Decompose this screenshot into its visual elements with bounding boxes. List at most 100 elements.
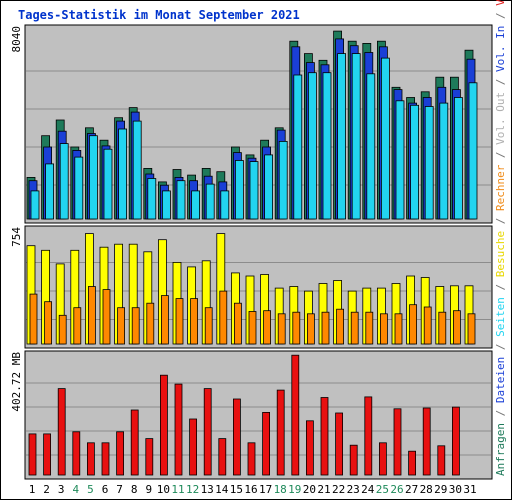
bar-volumen (320, 397, 329, 476)
bar-volumen (43, 433, 51, 476)
bar-volumen (291, 354, 300, 476)
bar-rechner (452, 310, 461, 345)
legend-entry: Besuche (494, 231, 507, 277)
bar-volumen (87, 442, 95, 476)
bar-seiten (249, 161, 259, 220)
bar-volumen (203, 388, 212, 476)
legend-separator: / (494, 72, 507, 92)
bar-rechner (219, 290, 228, 345)
bar-seiten (234, 160, 244, 220)
x-tick-label-day: 4 (72, 483, 79, 496)
bar-seiten (351, 53, 361, 220)
bar-volumen (232, 398, 241, 476)
bar-seiten (439, 102, 449, 220)
x-tick-label-day: 8 (131, 483, 138, 496)
x-tick-label-day: 15 (230, 483, 243, 496)
bar-volumen (262, 411, 271, 476)
x-tick-label-day: 22 (332, 483, 345, 496)
bar-rechner (190, 298, 199, 345)
bar-volumen (101, 442, 110, 476)
x-tick-label-day: 27 (405, 483, 418, 496)
legend-entry: Volumen (494, 0, 507, 6)
x-tick-label-day: 5 (87, 483, 94, 496)
x-tick-label-day: 12 (186, 483, 199, 496)
x-tick-label-day: 9 (145, 483, 152, 496)
bar-rechner (58, 314, 67, 345)
bar-volumen (218, 438, 227, 476)
bar-volumen (116, 431, 124, 476)
legend-separator: / (494, 145, 507, 165)
legend-separator: / (494, 337, 507, 357)
bar-volumen (174, 383, 183, 476)
bar-volumen (422, 407, 431, 476)
x-tick-label-day: 3 (58, 483, 65, 496)
bar-seiten (205, 183, 215, 220)
x-tick-label-day: 28 (420, 483, 433, 496)
bar-seiten (45, 163, 54, 220)
bar-rechner (29, 293, 38, 345)
legend-separator: / (494, 211, 507, 231)
legend-entry: Rechner (494, 164, 507, 211)
bar-seiten (293, 74, 303, 220)
x-tick-label-day: 13 (201, 483, 214, 496)
bar-seiten (191, 190, 201, 220)
bar-rechner (88, 286, 96, 345)
x-tick-label-day: 2 (43, 483, 50, 496)
bar-volumen (451, 406, 460, 476)
bar-volumen (437, 445, 446, 476)
bar-volumen (72, 431, 81, 476)
bar-seiten (161, 190, 171, 220)
x-tick-label-day: 7 (116, 483, 123, 496)
bar-rechner (146, 302, 155, 345)
bar-rechner (379, 313, 388, 345)
bar-rechner (321, 311, 330, 345)
bar-rechner (423, 306, 432, 345)
legend-entry: Dateien (494, 357, 507, 403)
bar-volumen (393, 408, 402, 476)
bar-seiten (395, 100, 405, 220)
bar-volumen (276, 389, 285, 476)
bar-seiten (468, 82, 478, 220)
legend-separator: / (494, 6, 507, 26)
x-tick-label-day: 30 (449, 483, 462, 496)
bar-volumen (189, 418, 198, 476)
bar-rechner (292, 311, 301, 345)
bar-rechner (44, 301, 52, 345)
x-tick-label-day: 14 (215, 483, 229, 496)
legend-entry: Vol. Out (494, 92, 507, 145)
y-max-label-visits: 754 (10, 227, 23, 247)
bar-seiten (366, 73, 376, 220)
bar-seiten (176, 180, 186, 220)
x-tick-label-day: 18 (274, 483, 287, 496)
bar-rechner (248, 311, 257, 345)
bar-volumen (335, 412, 344, 476)
bar-volumen (349, 444, 358, 476)
bar-seiten (322, 72, 332, 220)
bar-rechner (350, 311, 359, 345)
bar-rechner (175, 298, 184, 345)
bar-rechner (102, 289, 111, 345)
bar-rechner (336, 308, 345, 345)
bar-volumen (378, 442, 387, 476)
x-tick-label-day: 31 (463, 483, 476, 496)
bar-rechner (233, 302, 242, 345)
x-axis-labels: 1 2 3 4 5 6 7 8 9 10 11 12 13 14 15 16 17 18 19 20 21 22 23 24 2… (29, 483, 477, 496)
bar-volumen (57, 388, 66, 476)
legend-separator: / (494, 277, 507, 297)
bar-seiten (59, 143, 69, 220)
bar-seiten (132, 120, 142, 220)
bar-volumen (145, 438, 154, 476)
bar-rechner (306, 313, 315, 345)
bar-rechner (409, 304, 418, 345)
legend-entry: Vol. In (494, 26, 507, 72)
bar-volumen (159, 374, 168, 476)
bar-seiten (118, 128, 127, 220)
bar-volumen (305, 420, 314, 476)
x-tick-label-day: 29 (434, 483, 447, 496)
legend-separator: / (494, 403, 507, 423)
bar-volumen (247, 442, 256, 476)
bar-rechner (117, 307, 125, 345)
x-tick-label-day: 11 (171, 483, 184, 496)
x-tick-label-day: 24 (361, 483, 375, 496)
